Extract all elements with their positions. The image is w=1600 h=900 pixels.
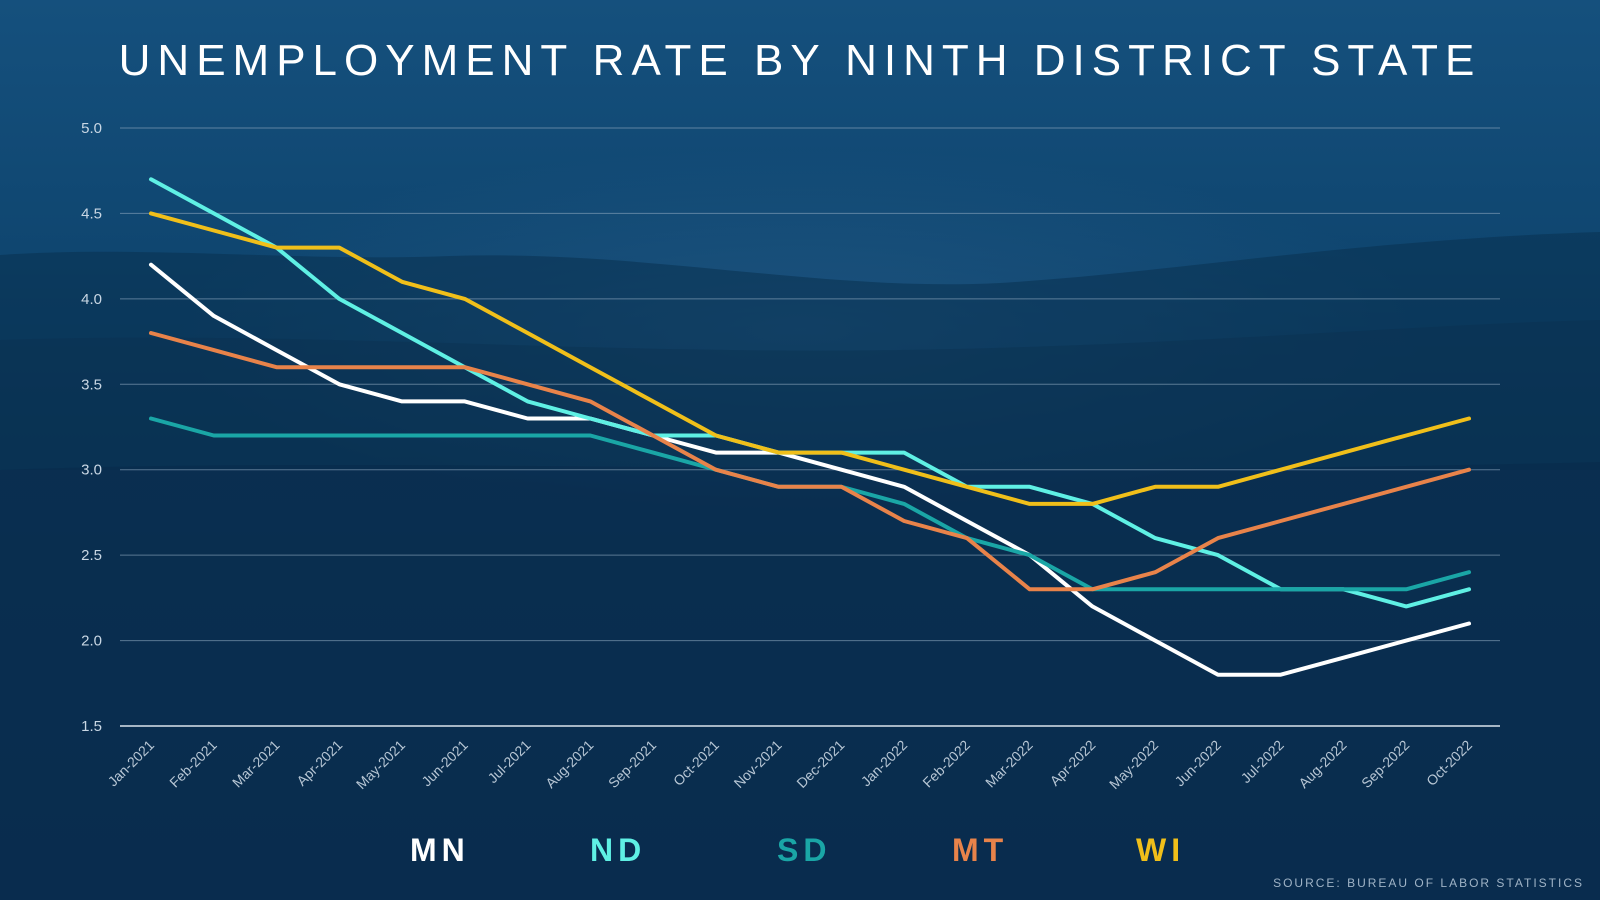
y-tick-label: 2.5 — [81, 547, 102, 564]
chart-title: UNEMPLOYMENT RATE BY NINTH DISTRICT STAT… — [118, 36, 1482, 85]
x-tick-label: Aug-2021 — [542, 737, 596, 791]
x-tick-label: Oct-2022 — [1423, 737, 1475, 789]
x-tick-label: Jul-2022 — [1238, 737, 1287, 786]
x-tick-label: Apr-2021 — [293, 737, 345, 789]
x-tick-label: Mar-2022 — [982, 737, 1036, 791]
y-axis-ticks: 1.5 2.0 2.5 3.0 3.5 4.0 4.5 5.0 — [81, 120, 102, 735]
x-tick-label: Sep-2021 — [605, 737, 659, 791]
legend-wi: WI — [1136, 832, 1186, 868]
legend-nd: ND — [590, 832, 647, 868]
x-tick-label: Feb-2021 — [166, 737, 220, 791]
series-line-nd — [149, 177, 1471, 609]
x-tick-label: May-2022 — [1106, 737, 1161, 792]
x-tick-label: Jun-2021 — [418, 737, 471, 790]
y-tick-label: 3.5 — [81, 376, 102, 393]
x-tick-label: Jan-2022 — [858, 737, 911, 790]
y-tick-label: 2.0 — [81, 633, 102, 650]
series-line-mt — [149, 331, 1471, 592]
x-tick-label: Feb-2022 — [919, 737, 973, 791]
x-tick-label: Jan-2021 — [105, 737, 158, 790]
x-tick-label: Nov-2021 — [731, 737, 785, 791]
x-tick-label: Oct-2021 — [670, 737, 722, 789]
y-tick-label: 3.0 — [81, 462, 102, 479]
x-tick-label: Jun-2022 — [1171, 737, 1224, 790]
y-tick-label: 4.0 — [81, 291, 102, 308]
series-line-sd — [149, 416, 1471, 592]
grid-lines — [120, 127, 1500, 727]
x-axis-ticks: Jan-2021 Feb-2021 Mar-2021 Apr-2021 May-2021… — [105, 737, 1476, 792]
x-tick-label: Sep-2022 — [1358, 737, 1412, 791]
x-tick-label: Dec-2021 — [793, 737, 847, 791]
series-line-wi — [149, 211, 1471, 506]
legend-mn: MN — [410, 832, 470, 868]
source-note: SOURCE: BUREAU OF LABOR STATISTICS — [1273, 876, 1584, 890]
x-tick-label: Mar-2021 — [229, 737, 283, 791]
y-tick-label: 5.0 — [81, 120, 102, 137]
x-tick-label: Jul-2021 — [484, 737, 533, 786]
legend-sd: SD — [777, 832, 832, 868]
y-tick-label: 1.5 — [81, 718, 102, 735]
x-tick-label: Aug-2022 — [1295, 737, 1349, 791]
legend: MN ND SD MT WI — [0, 832, 1600, 882]
x-tick-label: May-2021 — [353, 737, 408, 792]
series-lines — [149, 177, 1471, 677]
y-tick-label: 4.5 — [81, 205, 102, 222]
legend-mt: MT — [952, 832, 1009, 868]
series-line-mn — [149, 262, 1471, 677]
x-tick-label: Apr-2022 — [1047, 737, 1099, 789]
